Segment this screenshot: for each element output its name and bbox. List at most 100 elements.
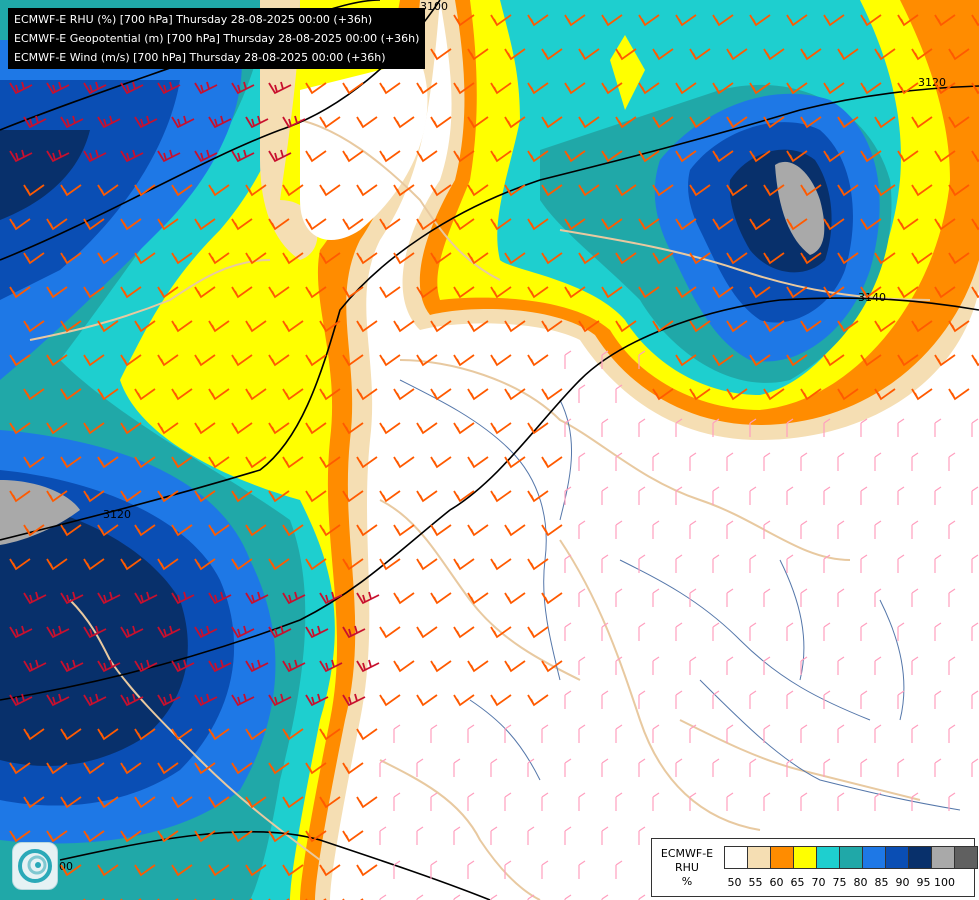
wind-barb [504,116,526,129]
wind-barb [786,690,794,709]
wind-barb [652,48,674,61]
wind-barb [120,558,142,571]
wind-barb [379,354,401,367]
wind-barb [948,48,970,61]
wind-barb [305,286,327,299]
wind-barb [763,320,785,333]
wind-barb [712,554,720,573]
wind-barb [467,116,489,129]
wind-barb [430,592,452,605]
wind-barb [490,422,512,435]
wind-barb [268,830,290,843]
wind-barb [97,388,119,401]
wind-barb [171,115,195,129]
wind-barb [245,524,267,537]
wind-barb [171,659,195,673]
wind-barb [578,116,600,129]
wind-barb [652,724,660,743]
wind-barb [356,388,378,401]
wind-barb [578,792,586,811]
wind-barb [504,792,512,811]
wind-barb [245,252,267,265]
wind-barb [157,149,181,163]
wind-barb [763,792,771,811]
wind-barb [689,792,697,811]
wind-barb [393,660,415,673]
wind-barb [134,115,158,129]
wind-barb [948,588,956,607]
wind-barb [675,690,683,709]
legend-variable: RHU [675,861,699,874]
wind-barb [689,588,697,607]
wind-barb [23,320,45,333]
wind-barb [282,456,304,469]
wind-barb [208,388,230,401]
wind-barb [763,588,771,607]
wind-barb [356,591,380,605]
wind-barb [601,350,609,369]
wind-barb [749,286,771,299]
wind-barb [416,422,438,435]
wind-barb [83,81,107,95]
wind-barb [823,486,831,505]
wind-barb [245,591,269,605]
wind-barb [9,354,31,367]
wind-barb [46,354,68,367]
legend-tick: 70 [811,876,826,889]
wind-barb [504,252,526,265]
wind-barb [601,82,623,95]
wind-barb [578,860,586,879]
wind-barb [712,286,734,299]
wind-barb [652,588,660,607]
wind-barb [245,388,267,401]
wind-barb [652,184,674,197]
wind-barb [268,354,290,367]
wind-barb [726,388,748,401]
wind-barb [638,286,660,299]
wind-barb [393,792,401,811]
wind-barb [134,728,156,741]
wind-barb [874,116,896,129]
wind-barb [467,860,475,879]
wind-barb [23,728,45,741]
wind-barb [453,894,461,900]
wind-barb [467,320,489,333]
wind-barb [83,490,105,503]
wind-barb [786,486,794,505]
wind-barb [749,218,771,231]
wind-barb [911,792,919,811]
wind-barb [120,218,142,231]
wind-barb [874,520,882,539]
rivers [399,379,961,811]
wind-barb [416,490,438,503]
wind-barb [800,116,822,129]
wind-barb [453,218,475,231]
wind-barb [897,418,905,437]
wind-barb [416,218,438,231]
wind-barb [453,626,475,639]
wind-barb [615,452,623,471]
wind-barb [46,286,68,299]
wind-barb [194,625,218,639]
wind-barb [911,588,919,607]
wind-barb [860,150,882,163]
legend-ticks: 50 55 60 65 70 75 80 85 90 95 100 [724,876,956,889]
wind-barb [208,728,230,741]
wind-barb [490,694,512,707]
wind-barb [416,82,438,95]
wind-barb [416,150,438,163]
wind-barb [9,625,33,639]
wind-barb [897,14,919,27]
wind-barb [453,14,475,27]
wind-barb [356,320,378,333]
wind-barb [379,286,401,299]
wind-barb [23,591,47,605]
wind-barb [504,724,512,743]
wind-barb [823,554,831,573]
wind-barb [689,724,697,743]
wind-barb [675,218,697,231]
legend-unit: % [681,875,693,888]
wind-barb [416,558,438,571]
wind-barb [675,418,683,437]
